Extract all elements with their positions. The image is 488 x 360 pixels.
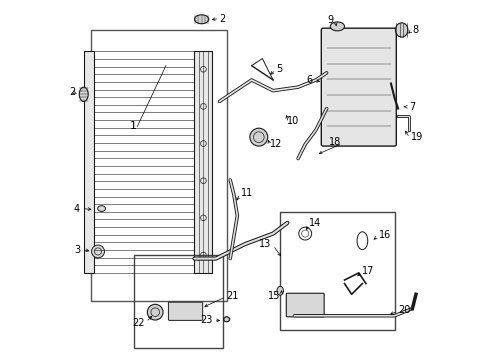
Text: 16: 16 [378,230,390,240]
Ellipse shape [395,23,407,37]
Text: 22: 22 [132,318,144,328]
Text: 17: 17 [362,266,374,276]
FancyBboxPatch shape [285,293,324,317]
Text: 5: 5 [276,64,283,74]
Text: 23: 23 [200,315,212,325]
Ellipse shape [329,22,344,31]
Circle shape [249,128,267,146]
Ellipse shape [276,286,283,295]
Text: 19: 19 [410,132,422,142]
Text: 21: 21 [226,291,239,301]
Text: 6: 6 [305,75,312,85]
Text: 14: 14 [308,218,321,228]
Bar [194,51,212,273]
Ellipse shape [79,87,88,102]
Text: 20: 20 [397,305,409,315]
Text: 9: 9 [327,15,333,25]
Text: 3: 3 [74,245,80,255]
Bar [280,212,394,330]
FancyBboxPatch shape [321,28,395,146]
Text: 13: 13 [259,239,271,249]
Text: 2: 2 [69,87,76,98]
Bar [134,255,223,348]
Text: 12: 12 [269,139,281,149]
Ellipse shape [223,317,229,322]
Text: 4: 4 [74,203,80,213]
Bar [91,30,226,301]
Bar [83,51,94,273]
Ellipse shape [194,15,208,24]
Text: 10: 10 [287,116,299,126]
FancyBboxPatch shape [168,302,203,320]
Text: 7: 7 [408,102,414,112]
Circle shape [91,245,104,258]
Text: 15: 15 [267,291,280,301]
Text: 1: 1 [130,121,137,131]
Circle shape [147,304,163,320]
Text: 11: 11 [241,188,253,198]
Ellipse shape [98,206,105,211]
Text: 8: 8 [411,25,418,35]
Text: 2: 2 [219,14,225,23]
Text: 18: 18 [328,138,340,148]
